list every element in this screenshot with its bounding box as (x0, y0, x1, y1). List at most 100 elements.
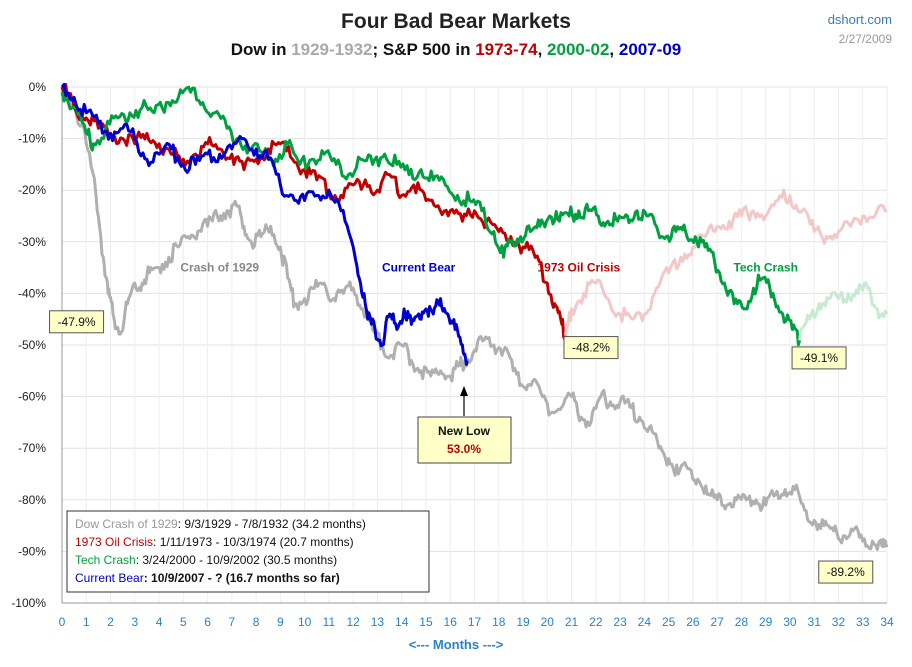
source-label: dshort.com (828, 12, 892, 27)
legend-name: Current Bear (75, 571, 144, 585)
subtitle-part: 1973-74 (475, 40, 538, 59)
x-tick-label: 25 (662, 615, 676, 629)
x-tick-label: 23 (613, 615, 627, 629)
y-tick-label: -30% (18, 235, 46, 249)
subtitle-part: 2000-02 (547, 40, 609, 59)
series-line-1973-continuation-faded (564, 188, 888, 336)
y-tick-label: -40% (18, 286, 46, 300)
series-labels: Crash of 1929 Current Bear 1973 Oil Crisis… (180, 261, 798, 275)
date-label: 2/27/2009 (839, 32, 893, 46)
y-tick-label: -50% (18, 338, 46, 352)
x-tick-label: 3 (131, 615, 138, 629)
legend-name: Dow Crash of 1929 (75, 517, 178, 531)
series-lines (60, 82, 889, 551)
x-axis-label: <--- Months ---> (409, 637, 504, 652)
y-tick-label: 0% (29, 80, 47, 94)
axes: 0% -10% -20% -30% -40% -50% -60% -70% -80% -90% -1… (11, 80, 894, 629)
y-tick-label: -90% (18, 544, 46, 558)
series-line-tech-crash (60, 85, 802, 347)
legend-detail: : 9/3/1929 - 7/8/1932 (34.2 months) (178, 517, 366, 531)
callout-box (563, 336, 619, 360)
series-label: 1973 Oil Crisis (537, 261, 620, 275)
x-tick-label: 17 (468, 615, 482, 629)
legend-detail: : 3/24/2000 - 10/9/2002 (30.5 months) (136, 553, 337, 567)
callout-label: -48.2% (572, 341, 610, 355)
x-tick-label: 9 (277, 615, 284, 629)
y-tick-label: -100% (11, 596, 46, 610)
legend-entry: Dow Crash of 1929: 9/3/1929 - 7/8/1932 (… (75, 517, 366, 531)
x-tick-label: 31 (808, 615, 822, 629)
subtitle-part: 2007-09 (619, 40, 681, 59)
x-tick-label: 33 (856, 615, 870, 629)
x-tick-label: 16 (444, 615, 458, 629)
subtitle-part: Dow in (231, 40, 291, 59)
callout-box (791, 346, 847, 370)
x-tick-label: 2 (107, 615, 114, 629)
x-tick-label: 4 (156, 615, 163, 629)
x-tick-label: 12 (346, 615, 360, 629)
x-tick-label: 5 (180, 615, 187, 629)
new-low-title: New Low (438, 424, 491, 438)
legend-entry: Current Bear: 10/9/2007 - ? (16.7 months… (75, 571, 340, 585)
x-tick-label: 6 (204, 615, 211, 629)
new-low-value: 53.0% (447, 442, 481, 456)
series-line-1973-oil-crisis (60, 82, 567, 342)
chart-subtitle: Dow in 1929-1932; S&P 500 in 1973-74, 20… (231, 40, 682, 59)
series-label: Crash of 1929 (180, 261, 259, 275)
x-tick-label: 34 (880, 615, 894, 629)
legend-box (66, 510, 430, 593)
x-tick-label: 28 (735, 615, 749, 629)
legend-entry: 1973 Oil Crisis: 1/11/1973 - 10/3/1974 (… (75, 535, 354, 549)
x-tick-label: 13 (371, 615, 385, 629)
series-label: Tech Crash (733, 261, 797, 275)
series-line-crash-of-1929 (61, 83, 889, 551)
legend-entry: Tech Crash: 3/24/2000 - 10/9/2002 (30.5 … (75, 553, 337, 567)
x-tick-label: 30 (783, 615, 797, 629)
new-low-callout: New Low 53.0% (417, 386, 512, 464)
series-line-current-bear (60, 83, 469, 366)
legend-name: Tech Crash (75, 553, 136, 567)
x-tick-label: 29 (759, 615, 773, 629)
x-tick-label: 14 (395, 615, 409, 629)
x-tick-label: 32 (832, 615, 846, 629)
y-tick-label: -20% (18, 183, 46, 197)
y-tick-label: -60% (18, 390, 46, 404)
subtitle-part: ; S&P 500 in (373, 40, 476, 59)
callout-label: -47.9% (58, 315, 96, 329)
subtitle-part: , (538, 40, 547, 59)
y-tick-label: -10% (18, 132, 46, 146)
x-tick-label: 27 (710, 615, 724, 629)
new-low-arrowhead (460, 386, 468, 396)
x-tick-label: 20 (541, 615, 555, 629)
x-tick-label: 1 (83, 615, 90, 629)
y-tick-label: -70% (18, 441, 46, 455)
series-label: Current Bear (382, 261, 456, 275)
x-tick-label: 15 (419, 615, 433, 629)
callout-label: -49.1% (800, 351, 838, 365)
x-tick-label: 18 (492, 615, 506, 629)
x-tick-label: 10 (298, 615, 312, 629)
x-tick-label: 22 (589, 615, 603, 629)
x-tick-label: 0 (59, 615, 66, 629)
callouts: -47.9% -48.2% -49.1% -89.2% (49, 310, 874, 584)
x-tick-label: 7 (229, 615, 236, 629)
legend-detail: : 1/11/1973 - 10/3/1974 (20.7 months) (153, 535, 354, 549)
x-tick-label: 21 (565, 615, 579, 629)
x-tick-label: 24 (638, 615, 652, 629)
legend-name: 1973 Oil Crisis (75, 535, 153, 549)
callout-label: -89.2% (827, 565, 865, 579)
callout-box (818, 560, 874, 584)
callout-box (49, 310, 105, 334)
legend: Dow Crash of 1929: 9/3/1929 - 7/8/1932 (… (66, 510, 430, 593)
x-tick-label: 11 (323, 615, 336, 629)
chart-title: Four Bad Bear Markets (341, 10, 571, 33)
x-tick-label: 8 (253, 615, 260, 629)
series-line-tech-continuation-faded (798, 281, 889, 341)
subtitle-part: 1929-1932 (291, 40, 372, 59)
subtitle-part: , (609, 40, 618, 59)
x-tick-label: 26 (686, 615, 700, 629)
x-tick-label: 19 (516, 615, 530, 629)
new-low-box (417, 416, 512, 464)
